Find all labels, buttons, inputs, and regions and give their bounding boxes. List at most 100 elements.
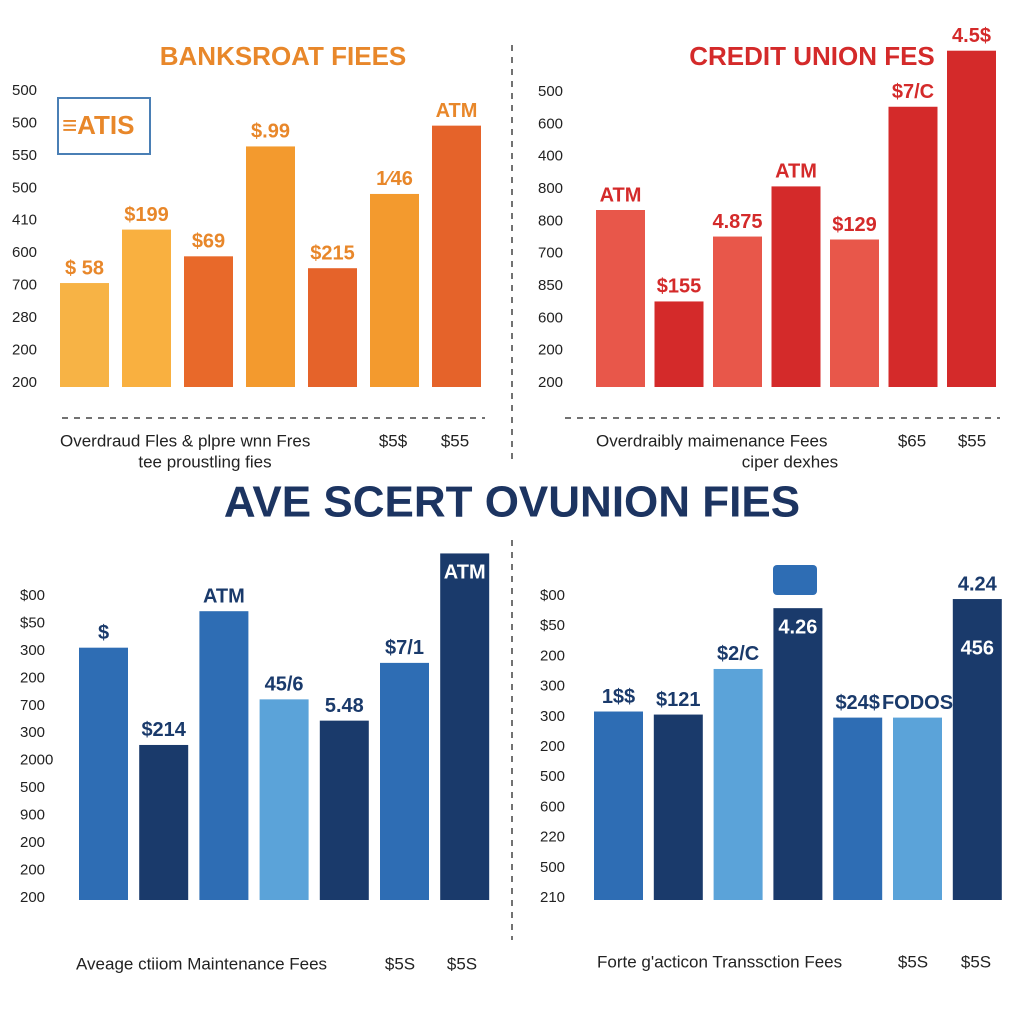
footer-label: $5S: [961, 952, 991, 971]
footer-label: Aveage ctiiom Maintenance Fees: [76, 954, 327, 973]
value-label: $ 58: [65, 257, 104, 279]
value-label: ATM: [203, 585, 245, 607]
bar: [139, 744, 189, 900]
value-label: 4.875: [712, 211, 762, 233]
value-label: $.99: [251, 121, 290, 143]
bar: [308, 268, 357, 387]
axis-label: 500: [538, 83, 563, 100]
axis-label: $50: [540, 617, 565, 634]
value-label: 45/6: [265, 674, 304, 696]
axis-label: 210: [540, 889, 565, 906]
axis-label: 300: [540, 708, 565, 725]
bar: [184, 256, 233, 387]
icon-frame: [57, 97, 151, 155]
footer-label: Forte g'acticon Transsction Fees: [597, 952, 842, 971]
value-label: 1⁄46: [376, 168, 413, 190]
value-label: $69: [192, 231, 225, 253]
bar: [370, 193, 419, 387]
footer-label: $55: [958, 431, 986, 450]
axis-label: 850: [538, 277, 563, 294]
axis-label: 600: [540, 798, 565, 815]
value-label: 1$$: [602, 686, 635, 708]
axis-label: $00: [20, 587, 45, 604]
bar: [594, 711, 643, 900]
value-label: 4.5$: [952, 25, 991, 47]
axis-label: 200: [12, 374, 37, 391]
value-label: 5.48: [325, 695, 364, 717]
footer-label: $55: [441, 431, 469, 450]
footer-label: Overdraud Fles & plpre wnn Fres: [60, 431, 310, 450]
bar: [380, 662, 429, 900]
value-label: $2/C: [717, 643, 759, 665]
axis-label: 500: [12, 179, 37, 196]
bar: [893, 717, 942, 900]
axis-label: 500: [540, 768, 565, 785]
axis-label: 200: [540, 647, 565, 664]
value-label: ATM: [600, 184, 642, 206]
bar: [259, 699, 309, 900]
bar: [833, 717, 883, 900]
axis-label: 500: [20, 779, 45, 796]
axis-label: 300: [20, 642, 45, 659]
axis-label: 600: [538, 115, 563, 132]
main-title: AVE SCERT OVUNION FIES: [224, 478, 800, 527]
chart-title: BANKSROAT FIEES: [160, 41, 407, 71]
bar: [713, 668, 763, 900]
bar: [713, 236, 762, 387]
axis-label: 200: [20, 862, 45, 879]
bar: [122, 229, 171, 387]
axis-label: 500: [12, 82, 37, 99]
axis-label: 220: [540, 829, 565, 846]
axis-label: 900: [20, 807, 45, 824]
axis-label: 200: [12, 342, 37, 359]
bar: [888, 106, 938, 387]
bar: [246, 146, 295, 387]
value-label: ATM: [436, 100, 478, 122]
value-label: $121: [656, 689, 701, 711]
axis-label: 700: [538, 245, 563, 262]
value-label: $155: [657, 276, 702, 298]
footer-label: $65: [898, 431, 926, 450]
bar: [79, 647, 128, 900]
bar: [947, 50, 996, 387]
bar: [319, 720, 369, 900]
value-label: 4.24: [958, 573, 998, 595]
bar: [773, 608, 823, 900]
chart-title: CREDIT UNION FES: [689, 41, 935, 71]
footer-label: $5S: [385, 954, 415, 973]
atm-icon: [773, 565, 817, 595]
value-label: $: [98, 622, 109, 644]
axis-label: 500: [540, 859, 565, 876]
bar: [771, 186, 821, 387]
footer-label: tee proustling fies: [138, 452, 271, 471]
footer-label: Overdraibly maimenance Fees: [596, 431, 827, 450]
axis-label: $50: [20, 614, 45, 631]
axis-label: 200: [538, 342, 563, 359]
axis-label: 800: [538, 180, 563, 197]
value-label: $214: [141, 719, 186, 741]
axis-label: 200: [20, 669, 45, 686]
axis-label: $00: [540, 587, 565, 604]
bar: [596, 210, 645, 387]
axis-label: 2000: [20, 752, 53, 769]
value-label: $199: [124, 204, 169, 226]
value-label: $7/C: [892, 81, 934, 103]
axis-label: 600: [538, 309, 563, 326]
atis-icon: ≡ATIS: [57, 97, 151, 155]
bar: [952, 599, 1002, 900]
value-label: $7/1: [385, 637, 424, 659]
value-label: ATM: [775, 161, 817, 183]
footer-label: $5$: [379, 431, 408, 450]
axis-label: 200: [20, 889, 45, 906]
annotation: 456: [961, 637, 994, 659]
footer-label: $5S: [447, 954, 477, 973]
axis-label: 200: [20, 834, 45, 851]
bar: [830, 239, 879, 387]
axis-label: 410: [12, 212, 37, 229]
axis-label: 300: [20, 724, 45, 741]
axis-label: 600: [12, 244, 37, 261]
bar: [654, 301, 704, 387]
footer-label: ciper dexhes: [742, 452, 838, 471]
axis-label: 280: [12, 309, 37, 326]
